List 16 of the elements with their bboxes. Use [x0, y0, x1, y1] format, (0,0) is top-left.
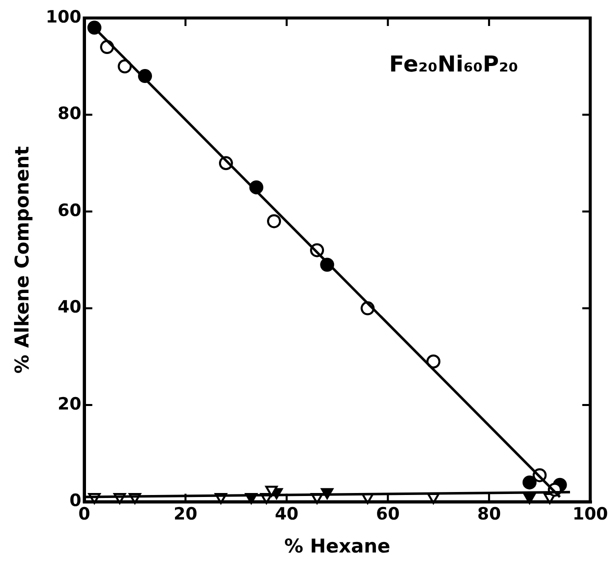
annotation: Fe₂₀Ni₆₀P₂₀	[389, 52, 518, 78]
x-axis-title: % Hexane	[284, 536, 390, 558]
x-tick-label: 20	[174, 504, 198, 524]
y-axis-title: % Alkene Component	[11, 146, 34, 374]
y-tick-label: 80	[58, 104, 82, 124]
y-tick-label: 60	[58, 200, 82, 221]
x-tick-label: 60	[376, 504, 400, 524]
y-tick-label: 40	[58, 298, 82, 318]
x-tick-label: 80	[477, 504, 502, 524]
point	[267, 214, 282, 228]
x-tick-label: 40	[274, 504, 299, 524]
y-tick-label: 100	[46, 7, 82, 28]
x-tick-label: 100	[572, 504, 608, 524]
point	[522, 475, 537, 490]
point	[265, 486, 278, 497]
y-tick-label: 20	[58, 394, 82, 414]
